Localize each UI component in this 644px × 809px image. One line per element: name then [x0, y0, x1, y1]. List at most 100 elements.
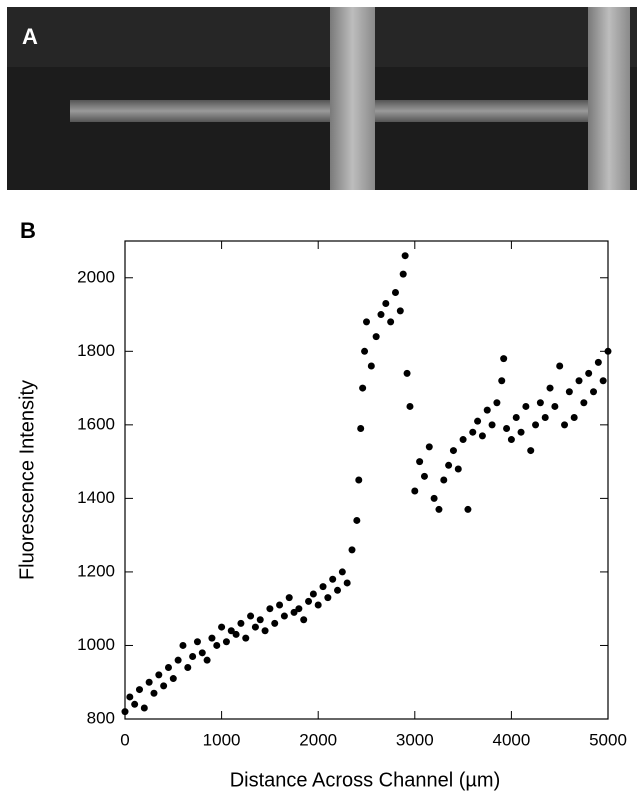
- point: [353, 516, 361, 524]
- point: [357, 425, 365, 433]
- point: [387, 318, 395, 326]
- point: [507, 436, 515, 444]
- y-tick-label: 1000: [77, 635, 115, 654]
- point: [324, 594, 332, 602]
- point: [227, 627, 235, 635]
- y-tick-label: 1200: [77, 561, 115, 580]
- point: [425, 443, 433, 451]
- point: [367, 362, 375, 370]
- point: [329, 575, 337, 583]
- point: [155, 671, 163, 679]
- point: [300, 616, 308, 624]
- point: [498, 377, 506, 385]
- point: [435, 505, 443, 513]
- image-shade: [7, 7, 637, 67]
- point: [527, 447, 535, 455]
- point: [232, 630, 240, 638]
- y-tick-label: 2000: [77, 267, 115, 286]
- point: [271, 619, 279, 627]
- x-tick-label: 1000: [203, 730, 241, 749]
- point: [536, 399, 544, 407]
- point: [561, 421, 569, 429]
- point: [242, 634, 250, 642]
- point: [377, 311, 385, 319]
- plot-frame: [124, 240, 609, 720]
- point: [483, 406, 491, 414]
- point: [348, 546, 356, 554]
- point: [361, 347, 369, 355]
- x-axis-label: Distance Across Channel (µm): [230, 769, 501, 791]
- point: [343, 579, 351, 587]
- point: [164, 664, 172, 672]
- point: [396, 307, 404, 315]
- x-tick-label: 3000: [396, 730, 434, 749]
- point: [295, 605, 303, 613]
- point: [247, 612, 255, 620]
- y-tick-label: 1800: [77, 341, 115, 360]
- point: [522, 402, 530, 410]
- point: [135, 686, 143, 694]
- point: [570, 413, 578, 421]
- x-tick-label: 2000: [299, 730, 337, 749]
- y-tick-label: 1400: [77, 488, 115, 507]
- point: [478, 432, 486, 440]
- point: [575, 377, 583, 385]
- point: [403, 369, 411, 377]
- point: [445, 461, 453, 469]
- point: [594, 358, 602, 366]
- point: [174, 656, 182, 664]
- point: [290, 608, 298, 616]
- point: [585, 369, 593, 377]
- point: [517, 428, 525, 436]
- point: [363, 318, 370, 326]
- point: [382, 300, 390, 308]
- point: [198, 649, 206, 657]
- point: [372, 333, 380, 341]
- point: [488, 421, 496, 429]
- point: [359, 384, 367, 392]
- point: [580, 399, 588, 407]
- point: [512, 413, 520, 421]
- point: [503, 425, 511, 433]
- point: [440, 476, 448, 484]
- point: [280, 612, 288, 620]
- point: [416, 458, 424, 466]
- point: [131, 700, 139, 708]
- x-tick-label: 5000: [589, 730, 627, 749]
- point: [184, 664, 192, 672]
- point: [469, 428, 477, 436]
- point: [565, 388, 573, 396]
- point: [251, 623, 259, 631]
- point: [145, 678, 153, 686]
- point: [546, 384, 554, 392]
- point: [401, 252, 409, 260]
- point: [222, 638, 230, 646]
- point: [449, 447, 457, 455]
- point: [355, 476, 363, 484]
- y-tick-label: 1600: [77, 414, 115, 433]
- point: [266, 605, 274, 613]
- panel-label: B: [20, 218, 36, 243]
- point: [406, 402, 414, 410]
- point: [599, 377, 607, 385]
- point: [179, 641, 187, 649]
- point: [411, 487, 419, 495]
- point: [169, 675, 177, 683]
- point: [261, 627, 269, 635]
- y-axis-label: Fluorescence Intensity: [16, 380, 38, 580]
- point: [500, 355, 508, 363]
- micrograph: A: [7, 7, 637, 190]
- point: [208, 634, 216, 642]
- point: [493, 399, 501, 407]
- point: [285, 594, 293, 602]
- panel-label: A: [22, 24, 38, 49]
- point: [604, 347, 612, 355]
- point: [391, 288, 399, 296]
- point: [213, 641, 221, 649]
- point: [556, 362, 564, 370]
- point: [541, 413, 549, 421]
- point: [334, 586, 342, 594]
- point: [590, 388, 598, 396]
